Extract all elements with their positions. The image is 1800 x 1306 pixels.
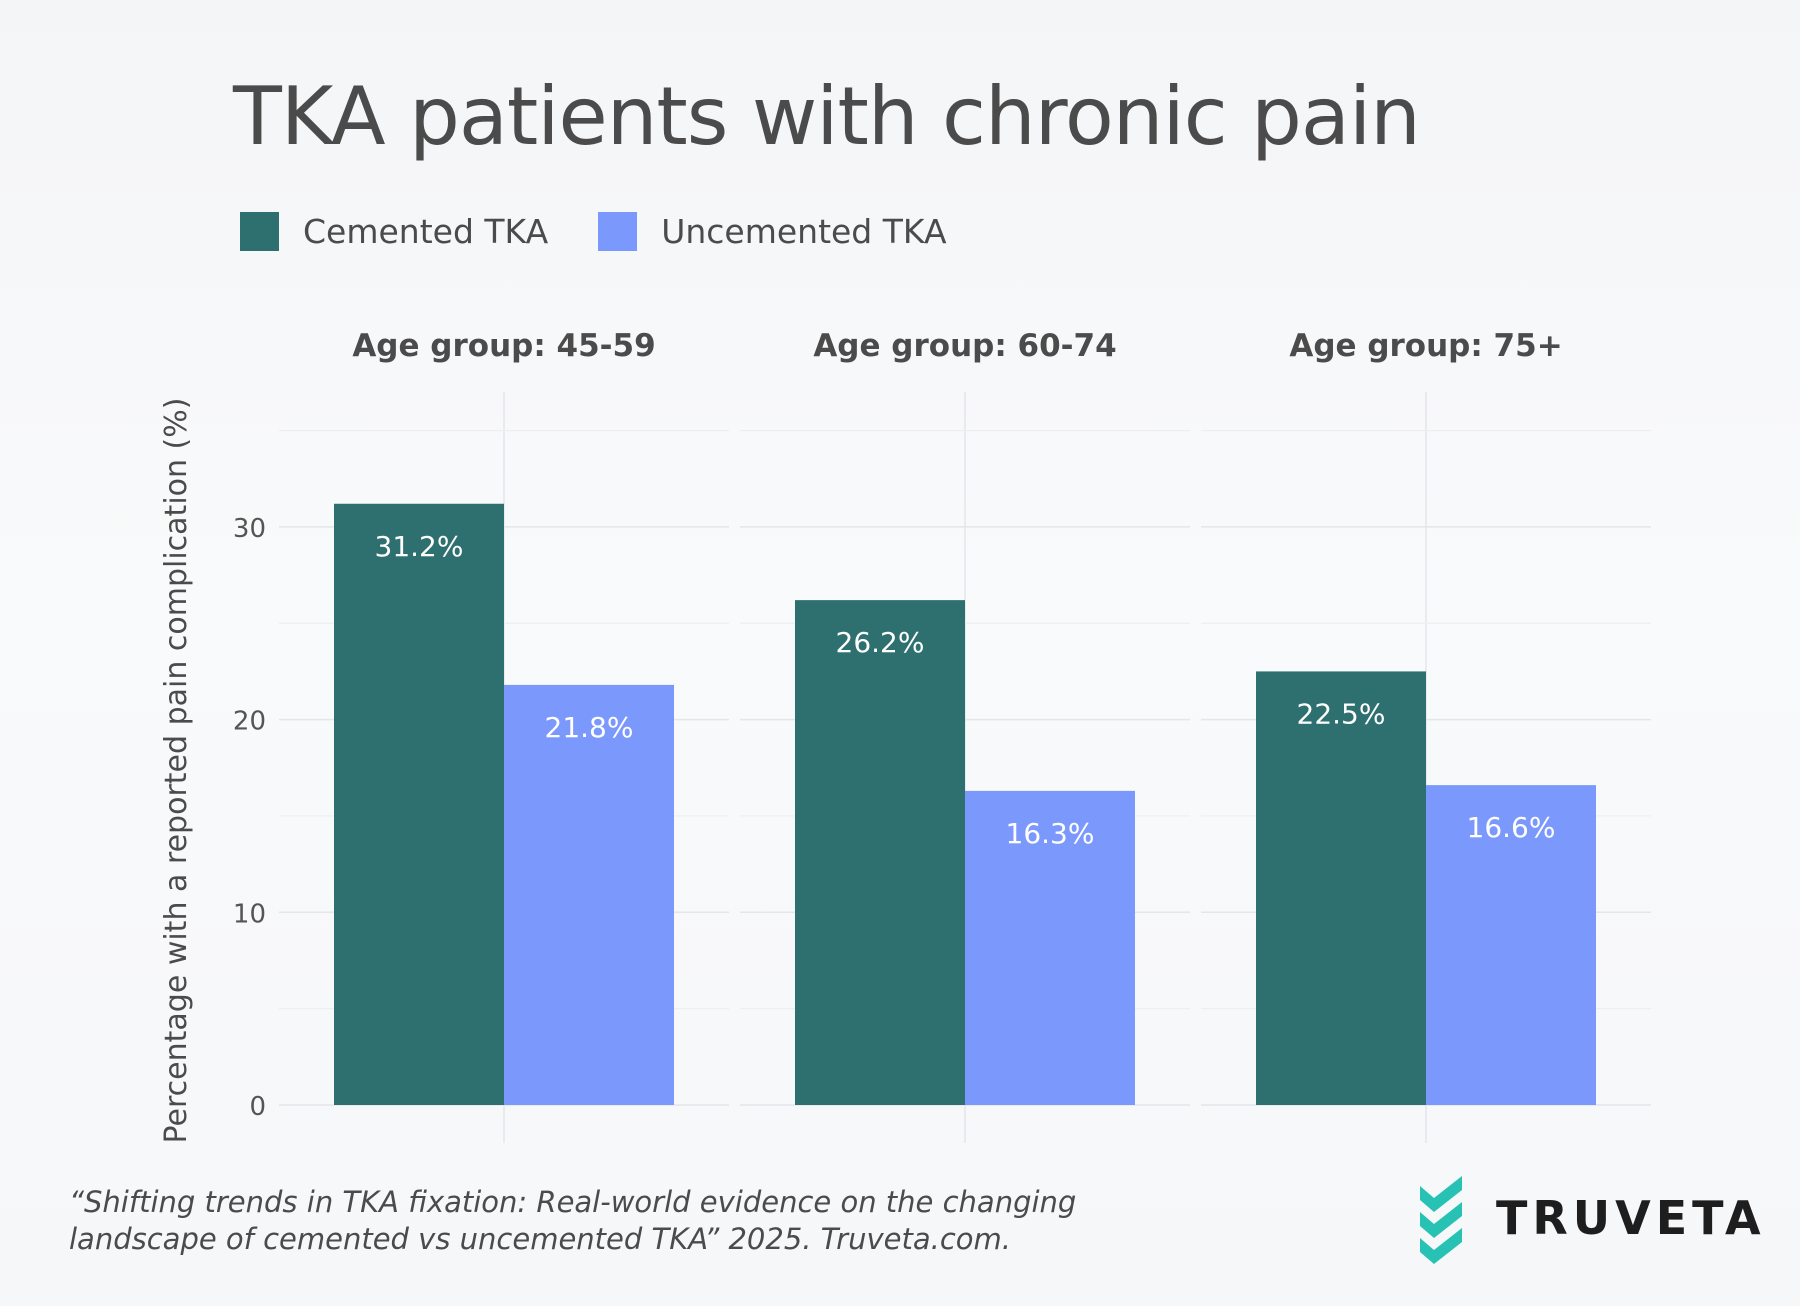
legend-swatch-uncemented: [598, 211, 638, 251]
legend-item-uncemented: Uncemented TKA: [598, 211, 947, 251]
data-label-uncemented-1: 21.8%: [545, 711, 634, 744]
y-axis-label: Percentage with a reported pain complica…: [159, 398, 194, 1144]
facet-title-3: Age group: 75+: [1289, 328, 1562, 364]
logo-text: TRUVETA: [1496, 1191, 1766, 1245]
y-tick-label: 30: [233, 514, 266, 544]
bar-uncemented-1: [504, 684, 674, 1105]
data-label-cemented-1: 31.2%: [375, 530, 464, 563]
legend: Cemented TKA Uncemented TKA: [240, 210, 997, 252]
y-tick-label: 10: [233, 899, 266, 929]
citation: “Shifting trends in TKA fixation: Real-w…: [69, 1184, 1076, 1258]
bar-cemented-2: [795, 600, 965, 1105]
citation-line-1: “Shifting trends in TKA fixation: Real-w…: [69, 1185, 1077, 1219]
chart-title: TKA patients with chronic pain: [233, 70, 1421, 163]
facet-title-1: Age group: 45-59: [352, 328, 655, 364]
data-label-cemented-3: 22.5%: [1297, 697, 1386, 730]
data-label-uncemented-2: 16.3%: [1006, 817, 1095, 850]
bar-uncemented-2: [965, 790, 1135, 1105]
legend-label-cemented: Cemented TKA: [303, 211, 549, 251]
citation-line-2: landscape of cemented vs uncemented TKA”…: [69, 1222, 1012, 1256]
bar-cemented-3: [1256, 671, 1426, 1105]
bar-uncemented-3: [1426, 785, 1596, 1105]
facet-title-2: Age group: 60-74: [813, 328, 1116, 364]
bar-cemented-1: [334, 503, 504, 1105]
legend-swatch-cemented: [240, 211, 279, 251]
legend-item-cemented: Cemented TKA: [240, 211, 549, 251]
data-label-cemented-2: 26.2%: [836, 626, 925, 659]
y-tick-label: 20: [233, 707, 266, 737]
y-tick-label: 0: [249, 1092, 266, 1122]
truveta-logo: TRUVETA: [1418, 1172, 1766, 1264]
truveta-chevron-icon: [1420, 1176, 1462, 1264]
data-label-uncemented-3: 16.6%: [1467, 811, 1556, 844]
legend-label-uncemented: Uncemented TKA: [661, 211, 947, 251]
